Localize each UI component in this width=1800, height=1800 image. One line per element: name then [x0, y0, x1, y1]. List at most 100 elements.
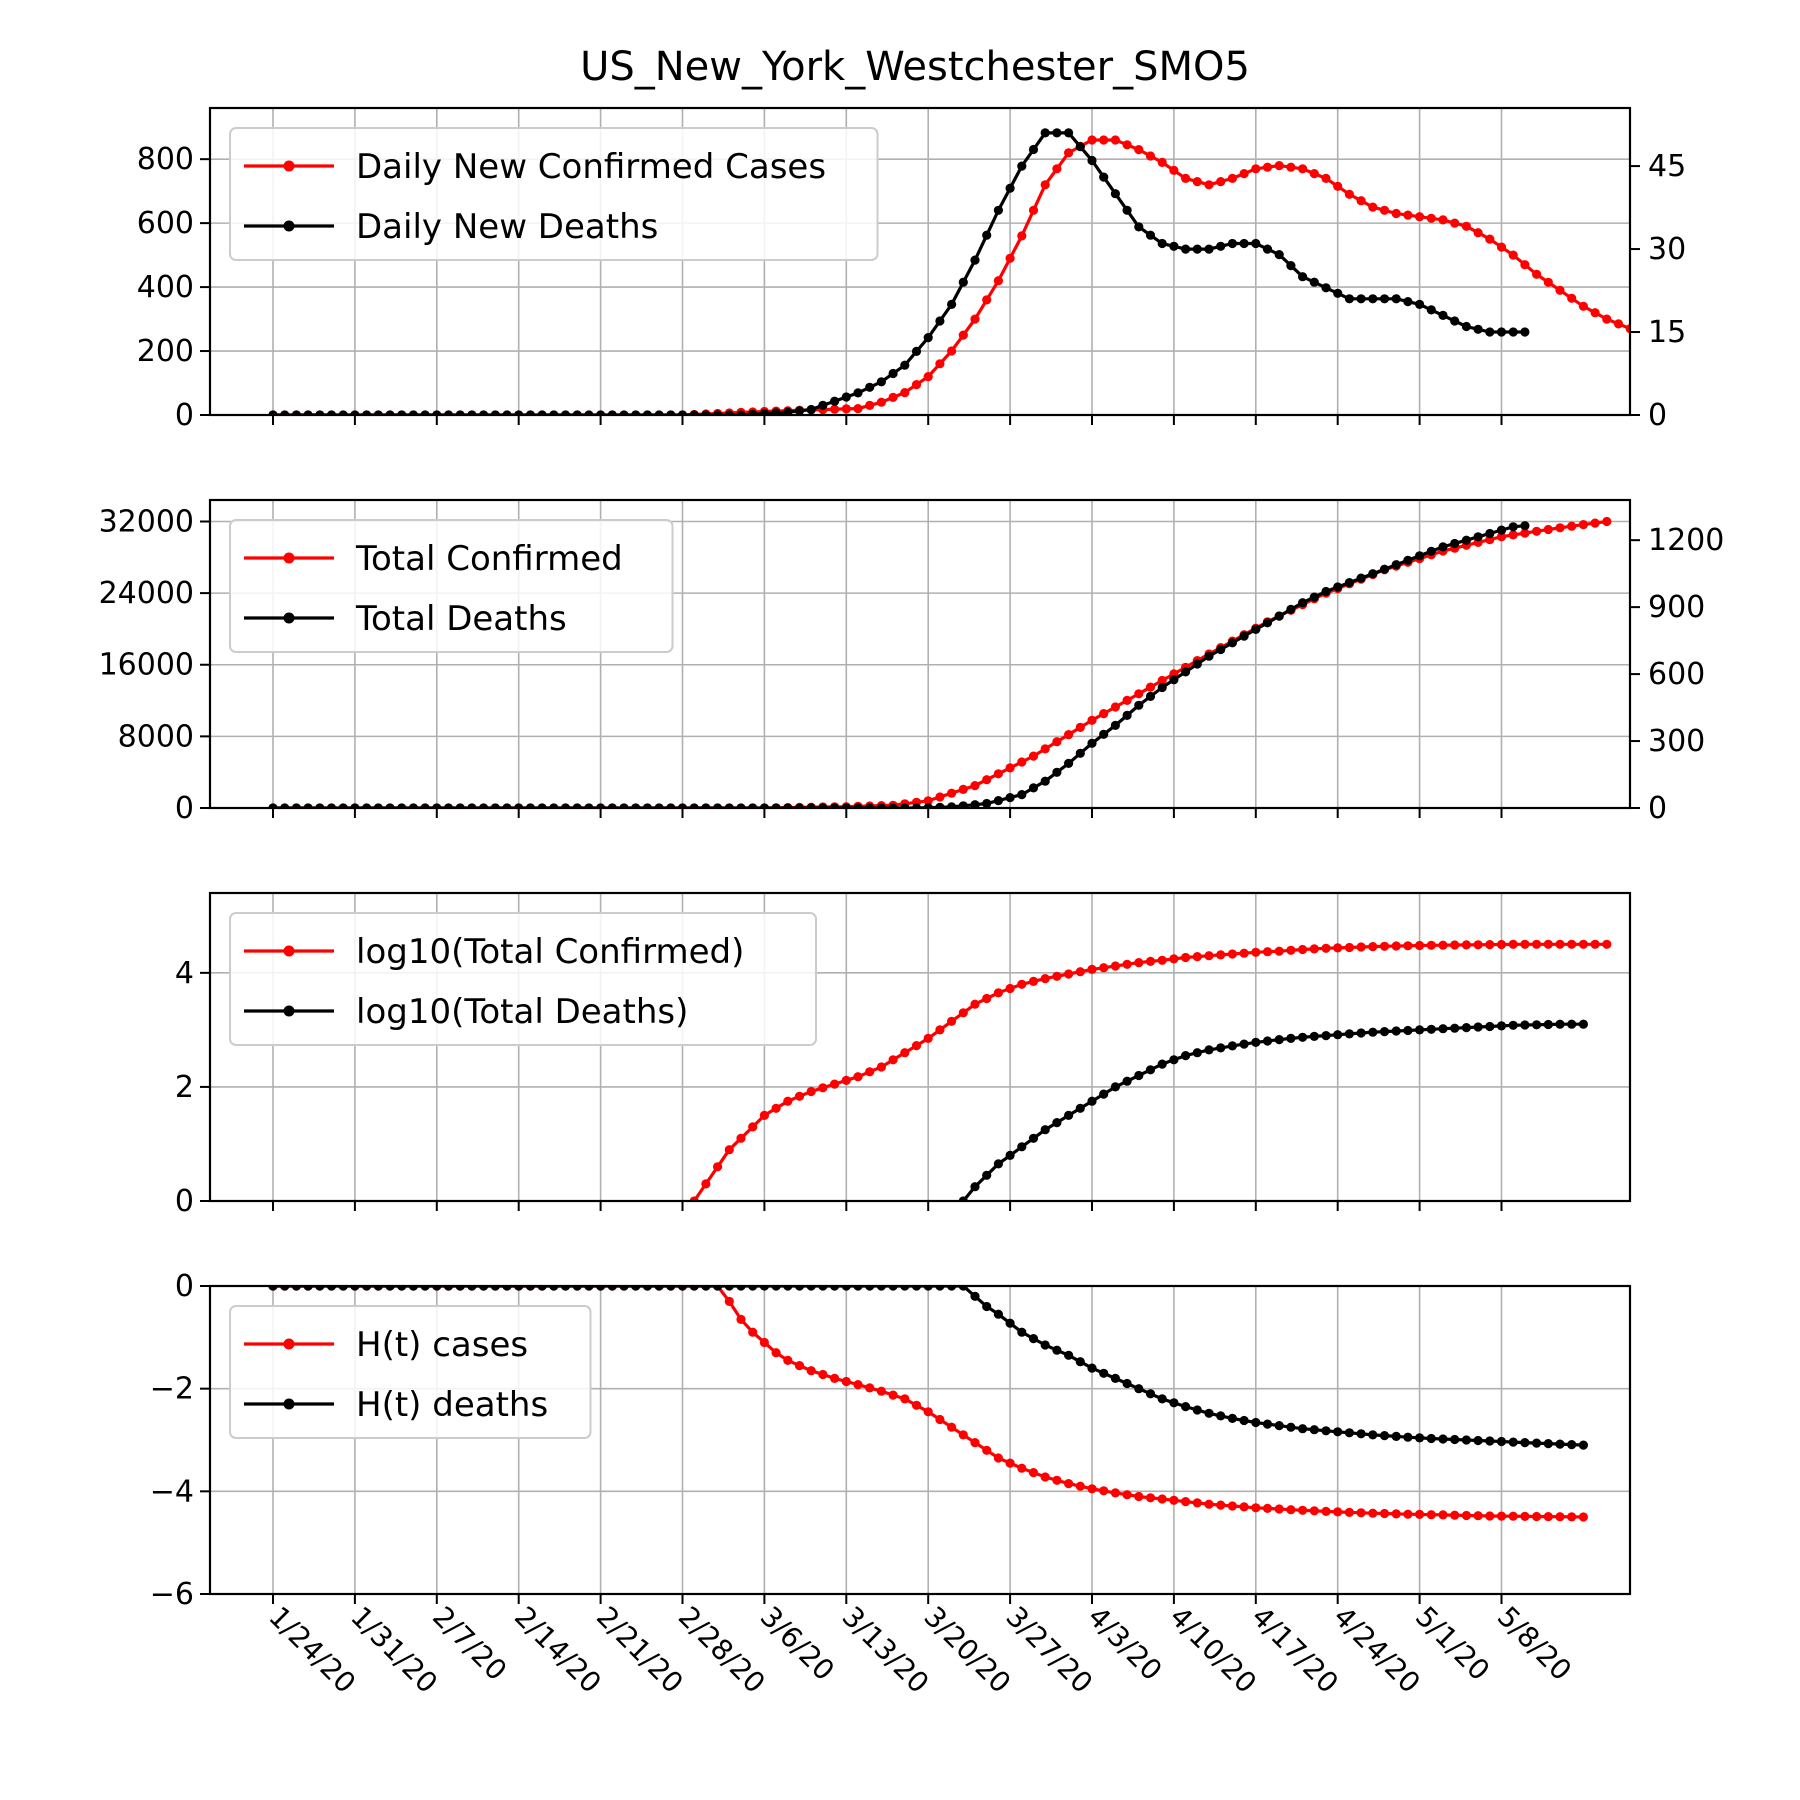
- data-point: [1227, 638, 1237, 648]
- data-point: [385, 1286, 395, 1291]
- y2-tick-label: 600: [1648, 657, 1705, 692]
- data-point: [1122, 959, 1132, 969]
- data-point: [467, 410, 477, 415]
- data-point: [830, 1373, 840, 1383]
- data-point: [1181, 1497, 1191, 1507]
- data-point: [362, 1286, 372, 1291]
- data-point: [958, 784, 968, 795]
- data-point: [1555, 939, 1565, 949]
- data-point: [993, 796, 1004, 806]
- data-point: [1087, 1363, 1097, 1373]
- data-point: [1110, 702, 1120, 712]
- data-point: [1227, 949, 1237, 959]
- data-point: [268, 803, 278, 808]
- data-point: [1251, 1417, 1261, 1428]
- data-point: [1578, 1512, 1588, 1522]
- legend-marker: [283, 552, 295, 564]
- data-point: [1251, 238, 1261, 249]
- data-point: [1321, 173, 1331, 183]
- data-point: [1262, 1503, 1273, 1513]
- data-point: [1696, 350, 1705, 359]
- data-point: [841, 1286, 851, 1291]
- data-point: [572, 410, 582, 415]
- data-point: [1731, 353, 1740, 362]
- data-point: [479, 1286, 489, 1291]
- data-point: [1438, 215, 1448, 225]
- data-point: [736, 803, 746, 808]
- data-point: [935, 316, 945, 326]
- data-point: [1473, 228, 1483, 238]
- data-point: [1321, 1031, 1331, 1041]
- data-point: [1379, 1027, 1390, 1037]
- data-point: [1438, 940, 1448, 950]
- data-point: [748, 409, 758, 415]
- data-point: [935, 1286, 945, 1291]
- data-point: [1485, 1511, 1495, 1521]
- data-point: [572, 1286, 582, 1291]
- y-tick-label: 400: [137, 270, 194, 305]
- data-point: [947, 346, 957, 356]
- data-point: [1017, 1142, 1027, 1152]
- data-point: [1192, 659, 1202, 669]
- y2-tick-label: 0: [1648, 398, 1667, 433]
- data-point: [1461, 221, 1471, 231]
- data-point: [1496, 532, 1507, 542]
- data-point: [1368, 1027, 1378, 1037]
- data-point: [479, 410, 489, 415]
- legend: Total Confirmed Total Deaths: [229, 519, 674, 653]
- legend-label: log10(Total Deaths): [356, 992, 688, 1032]
- data-point: [713, 803, 723, 808]
- data-point: [1087, 135, 1097, 145]
- data-point: [1262, 1036, 1273, 1046]
- data-point: [596, 410, 606, 415]
- data-point: [876, 1386, 887, 1396]
- data-point: [900, 388, 910, 398]
- data-point: [1052, 1345, 1062, 1355]
- data-point: [1508, 939, 1518, 949]
- data-point: [1274, 250, 1284, 260]
- data-point: [1181, 173, 1191, 183]
- data-point: [1262, 1419, 1273, 1429]
- data-point: [1099, 1089, 1109, 1099]
- data-point: [373, 1286, 383, 1291]
- x-tick-label: 3/20/20: [918, 1600, 1018, 1700]
- data-point: [1368, 294, 1378, 304]
- data-point: [1309, 1506, 1319, 1516]
- data-point: [1426, 213, 1436, 223]
- data-point: [1309, 592, 1319, 602]
- data-point: [1333, 181, 1343, 191]
- data-point: [923, 796, 933, 806]
- data-point: [1496, 1021, 1507, 1031]
- data-point: [502, 1286, 512, 1291]
- data-point: [900, 360, 910, 370]
- data-point: [654, 803, 664, 808]
- data-point: [1251, 624, 1261, 635]
- data-point: [619, 1286, 629, 1291]
- data-point: [1590, 939, 1600, 949]
- data-point: [326, 803, 337, 808]
- data-point: [350, 1286, 360, 1291]
- data-point: [1298, 598, 1308, 608]
- data-point: [1391, 560, 1401, 570]
- data-point: [1028, 751, 1039, 761]
- data-point: [1040, 128, 1050, 138]
- panel-4: −6 −4 −2 0 H(t) cases H(t) deaths: [150, 1269, 1632, 1612]
- data-point: [1134, 145, 1144, 155]
- data-point: [1508, 522, 1518, 532]
- data-point: [993, 769, 1004, 779]
- data-point: [1309, 169, 1319, 179]
- data-point: [1473, 1022, 1483, 1032]
- data-point: [1520, 327, 1530, 337]
- data-point: [1239, 169, 1249, 179]
- data-point: [1496, 1436, 1507, 1447]
- data-point: [1567, 1440, 1577, 1450]
- data-point: [280, 410, 290, 415]
- data-point: [1567, 1019, 1577, 1029]
- data-point: [888, 1055, 898, 1065]
- data-point: [1356, 196, 1366, 206]
- data-point: [830, 404, 840, 414]
- data-point: [1368, 942, 1378, 952]
- y-tick-label: 8000: [118, 719, 194, 754]
- data-point: [479, 803, 489, 808]
- data-point: [1075, 748, 1085, 758]
